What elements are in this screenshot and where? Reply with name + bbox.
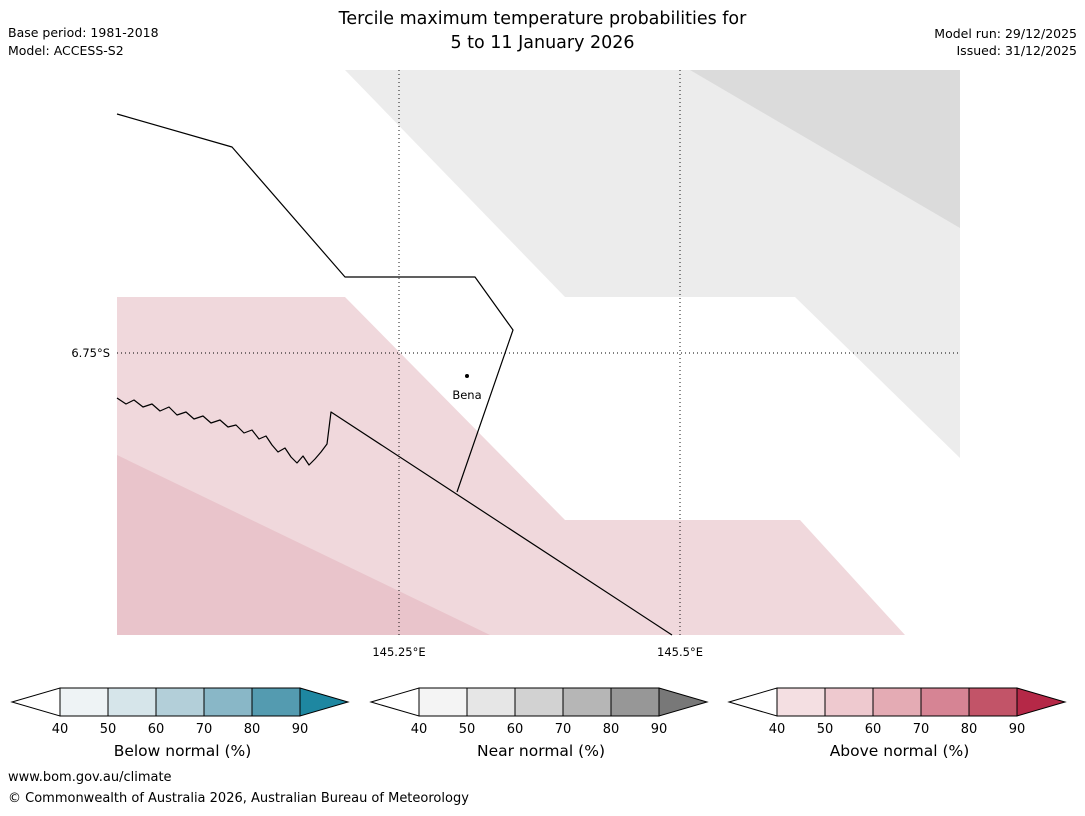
legend-right-arrow (299, 687, 350, 717)
near-normal-region-dark (690, 70, 960, 228)
run-info-block: Model run: 29/12/2025 Issued: 31/12/2025 (934, 25, 1077, 59)
legend-near-normal: 40 50 60 70 80 90 Near normal (%) (368, 686, 714, 760)
legend-tick-label: 90 (292, 722, 309, 737)
legend-cell (107, 687, 157, 717)
legend-tick-label: 50 (458, 722, 475, 737)
model-run-label: Model run: 29/12/2025 (934, 26, 1077, 41)
legend-tick-label: 80 (244, 722, 261, 737)
legend-above-normal: 40 50 60 70 80 90 Above normal (%) (727, 686, 1072, 760)
legend-tick-label: 40 (52, 722, 69, 737)
legend-tick-label: 60 (148, 722, 165, 737)
longitude-label-2: 145.5°E (657, 645, 703, 659)
legend-right-arrow (1016, 687, 1067, 717)
legend-cell (155, 687, 205, 717)
legend-tick-label: 70 (196, 722, 213, 737)
page-title: Tercile maximum temperature probabilitie… (0, 7, 1085, 55)
legend-below-normal: 40 50 60 70 80 90 Below normal (%) (10, 686, 355, 760)
legend-tick-label: 40 (410, 722, 427, 737)
above-normal-region-dark (117, 455, 490, 635)
legend-near-normal-colorbar: 40 50 60 70 80 90 (368, 687, 709, 737)
legend-cell (514, 687, 563, 717)
website-url: www.bom.gov.au/climate (8, 770, 172, 785)
district-border-line (116, 113, 514, 493)
legend-above-normal-caption: Above normal (%) (829, 742, 970, 760)
legend-cell (776, 687, 826, 717)
legend-tick-label: 70 (913, 722, 930, 737)
legend-left-arrow (10, 687, 61, 717)
legend-left-arrow (727, 687, 778, 717)
legend-cell (968, 687, 1018, 717)
coastline (116, 397, 673, 636)
probability-map: Bena 6.75°S 145.25°E 145.5°E (71, 70, 960, 659)
legend-cell (203, 687, 253, 717)
legend-tick-label: 50 (817, 722, 834, 737)
legend-near-normal-caption: Near normal (%) (477, 742, 605, 760)
copyright-notice: © Commonwealth of Australia 2026, Austra… (8, 791, 469, 806)
base-period-label: Base period: 1981-2018 (8, 25, 159, 40)
title-line-2: 5 to 11 January 2026 (450, 33, 635, 53)
latitude-label: 6.75°S (71, 346, 110, 360)
model-info-block: Base period: 1981-2018 Model: ACCESS-S2 (8, 24, 159, 60)
legend-right-arrow (658, 687, 709, 717)
place-label: Bena (452, 388, 481, 402)
legend-cell (251, 687, 301, 717)
legend-cell (59, 687, 109, 717)
legend-tick-label: 70 (554, 722, 571, 737)
legend-cell (824, 687, 874, 717)
legend-tick-label: 80 (961, 722, 978, 737)
longitude-label-1: 145.25°E (372, 645, 425, 659)
legend-tick-label: 90 (650, 722, 667, 737)
legend-below-normal-caption: Below normal (%) (113, 742, 252, 760)
issued-label: Issued: 31/12/2025 (956, 43, 1078, 58)
legend-cell (872, 687, 922, 717)
legend-below-normal-colorbar: 40 50 60 70 80 90 (10, 687, 350, 737)
legend-tick-label: 50 (100, 722, 117, 737)
legend-cell (562, 687, 611, 717)
legend-tick-label: 40 (769, 722, 786, 737)
legend-cell (920, 687, 970, 717)
legend-above-normal-colorbar: 40 50 60 70 80 90 (727, 687, 1067, 737)
footer: www.bom.gov.au/climate © Commonwealth of… (8, 767, 469, 809)
legend-cell (610, 687, 659, 717)
legend-tick-label: 60 (865, 722, 882, 737)
legend-tick-label: 90 (1009, 722, 1026, 737)
legend-row: 40 50 60 70 80 90 Below normal (%) 40 50 60 70 80… (10, 686, 1072, 760)
legend-cell (418, 687, 467, 717)
bena-marker-dot (465, 374, 469, 378)
legend-tick-label: 80 (602, 722, 619, 737)
near-normal-region-light (345, 70, 960, 458)
legend-tick-label: 60 (506, 722, 523, 737)
model-label: Model: ACCESS-S2 (8, 43, 124, 58)
title-line-1: Tercile maximum temperature probabilitie… (338, 9, 747, 29)
legend-left-arrow (368, 687, 419, 717)
legend-cell (466, 687, 515, 717)
